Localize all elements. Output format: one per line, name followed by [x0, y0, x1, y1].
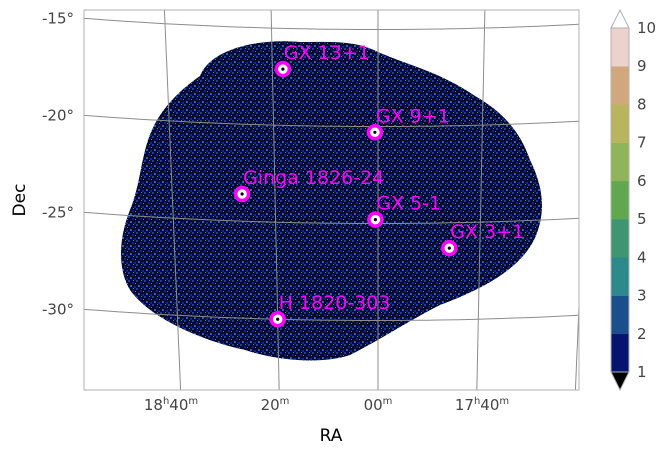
source-marker: Ginga 1826-24	[233, 167, 384, 203]
y-axis-title: Dec	[10, 184, 30, 217]
source-markers: GX 13+1 GX 9+1 Ginga 1826-24 GX 5-1 GX 3+1 H …	[233, 42, 524, 328]
source-marker: GX 9+1	[366, 105, 450, 141]
coverage-region	[121, 41, 542, 361]
dec-tick-label: -30°	[42, 300, 74, 318]
colorbar: 1 2 3 4 5 6 7 8 9 10	[610, 8, 656, 392]
ra-grid-line	[476, 10, 486, 390]
ra-tick-label: 00m	[364, 396, 393, 414]
dec-tick-label: -15°	[42, 9, 74, 27]
colorbar-segment	[611, 142, 629, 182]
source-center-dot	[281, 67, 285, 71]
ra-tick-label: 17h40m	[455, 396, 509, 414]
colorbar-segment	[611, 66, 629, 105]
source-label: Ginga 1826-24	[243, 167, 384, 189]
colorbar-segment	[611, 257, 629, 296]
colorbar-tick-label: 3	[637, 287, 647, 305]
map-area	[121, 41, 542, 361]
colorbar-over-triangle	[610, 8, 630, 29]
colorbar-tick-label: 10	[637, 19, 656, 37]
colorbar-under-triangle	[610, 371, 630, 392]
source-center-dot	[276, 317, 280, 321]
source-label: GX 3+1	[450, 221, 524, 243]
source-marker: H 1820-303	[269, 292, 391, 328]
colorbar-tick-label: 5	[637, 210, 647, 228]
ra-grid-line	[574, 293, 579, 390]
dec-tick-labels: -15° -20° -25° -30°	[42, 9, 74, 318]
source-label: GX 9+1	[376, 105, 450, 127]
source-center-dot	[373, 130, 377, 134]
colorbar-segment	[611, 333, 629, 373]
colorbar-tick-label: 8	[637, 95, 647, 113]
source-label: H 1820-303	[279, 292, 391, 314]
ra-tick-label: 20m	[261, 396, 290, 414]
source-marker: GX 5-1	[367, 193, 441, 228]
source-label: GX 13+1	[284, 42, 370, 64]
colorbar-segment	[611, 28, 629, 67]
x-axis-title: RA	[320, 426, 343, 446]
ra-tick-labels: 18h40m 20m 00m 17h40m	[144, 396, 509, 414]
ra-grid-line	[163, 10, 182, 390]
colorbar-segment	[611, 104, 629, 143]
colorbar-segment	[611, 295, 629, 335]
source-center-dot	[373, 218, 377, 222]
source-marker: GX 3+1	[441, 221, 524, 257]
ra-tick-label: 18h40m	[144, 396, 198, 414]
colorbar-tick-label: 6	[637, 172, 647, 190]
dec-tick-label: -25°	[42, 203, 74, 221]
colorbar-tick-label: 4	[637, 248, 647, 266]
source-center-dot	[447, 246, 451, 250]
source-label: GX 5-1	[376, 193, 441, 215]
colorbar-tick-label: 7	[637, 134, 647, 152]
ra-grid-line	[270, 10, 280, 390]
colorbar-tick-label: 9	[637, 57, 647, 75]
colorbar-tick-label: 2	[637, 325, 647, 343]
dec-grid-line	[84, 17, 579, 30]
colorbar-frame	[610, 27, 630, 373]
dec-tick-label: -20°	[42, 106, 74, 124]
plot-frame	[83, 9, 580, 391]
colorbar-tick-label: 1	[637, 363, 647, 381]
colorbar-segment	[611, 219, 629, 258]
source-center-dot	[240, 192, 244, 196]
source-marker: GX 13+1	[274, 42, 370, 78]
colorbar-segment	[611, 180, 629, 220]
